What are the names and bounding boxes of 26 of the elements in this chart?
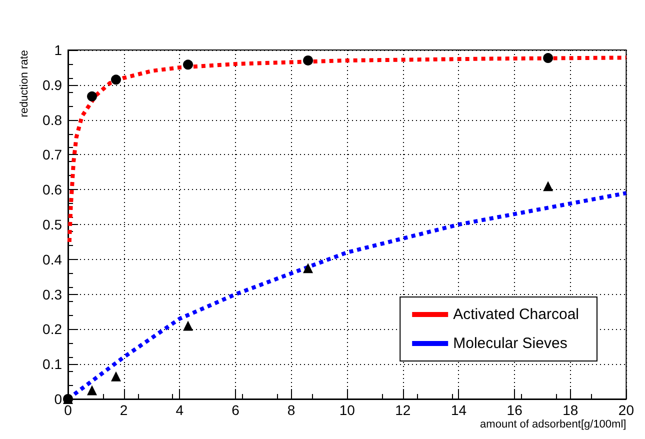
legend-label: Molecular Sieves: [453, 335, 568, 352]
x-tick-label: 18: [562, 402, 578, 418]
y-tick-label: 0.3: [42, 286, 62, 302]
x-axis-title: amount of adsorbent[g/100ml]: [480, 418, 626, 430]
y-tick-label: 0: [54, 391, 62, 407]
y-tick-label: 0.2: [42, 321, 62, 338]
x-tick-label: 16: [506, 402, 523, 418]
x-tick-label: 8: [287, 402, 296, 418]
x-tick-label: 0: [64, 402, 72, 418]
x-tick-label: 20: [618, 402, 634, 418]
y-tick-label: 0.6: [42, 182, 62, 198]
y-tick-label: 1: [54, 42, 62, 58]
x-tick-label: 6: [232, 402, 240, 418]
y-tick-label: 0.5: [42, 216, 62, 232]
x-tick-label: 10: [339, 402, 356, 418]
x-tick-label: 12: [395, 402, 411, 418]
y-tick-label: 0.9: [42, 76, 62, 93]
y-tick-label: 0.7: [42, 146, 62, 163]
x-tick-label: 2: [120, 402, 128, 418]
y-tick-label: 0.8: [42, 112, 62, 128]
x-tick-label: 4: [176, 402, 184, 418]
y-tick-label: 0.4: [42, 251, 62, 268]
x-tick-label: 14: [450, 402, 467, 418]
y-axis-title: reduction rate: [18, 50, 30, 118]
y-tick-label: 0.1: [42, 356, 62, 372]
legend-label: Activated Charcoal: [453, 306, 580, 323]
